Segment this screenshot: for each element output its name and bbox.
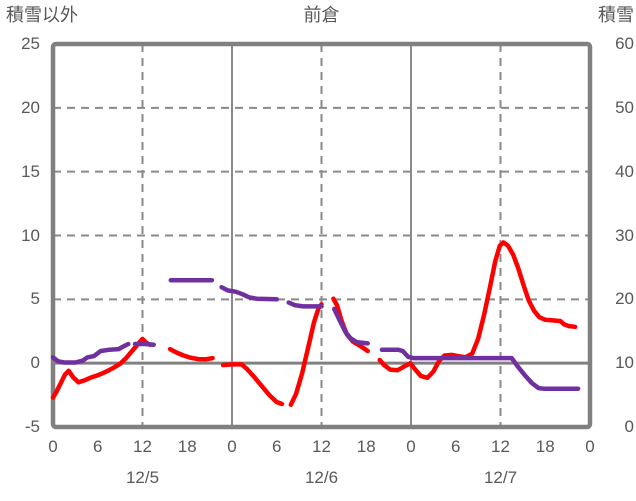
x-axis-tick-label: 6 xyxy=(93,437,103,456)
right-axis-tick-label: 30 xyxy=(615,225,634,245)
snow-depth-purple-line xyxy=(132,341,156,347)
right-axis-tick-label: 20 xyxy=(615,289,634,309)
x-axis-tick-label: 12 xyxy=(312,437,331,456)
right-axis-tick-label: 50 xyxy=(615,97,634,117)
x-axis-date-label: 12/7 xyxy=(483,468,518,487)
x-axis-tick-label: 18 xyxy=(356,437,376,456)
x-axis-tick-label: 0 xyxy=(48,437,58,456)
left-axis-tick-label: 10 xyxy=(21,225,40,245)
right-axis-tick-label: 60 xyxy=(615,34,634,53)
snow-depth-purple-line xyxy=(286,300,324,309)
x-axis-tick-label: 6 xyxy=(272,437,282,456)
x-axis-tick-label: 6 xyxy=(451,437,461,456)
other-than-snow-red-line xyxy=(50,336,153,400)
x-axis-tick-label: 0 xyxy=(585,437,595,456)
x-axis-tick-label: 0 xyxy=(227,437,237,456)
left-axis-tick-label: 25 xyxy=(21,34,40,53)
right-axis-title: 積雪 xyxy=(598,5,634,25)
snow-depth-purple-line xyxy=(50,341,131,365)
left-axis-tick-label: -5 xyxy=(24,417,40,436)
x-axis-tick-label: 0 xyxy=(406,437,416,456)
left-axis-title: 積雪以外 xyxy=(6,5,78,25)
other-than-snow-red-line xyxy=(167,346,215,362)
x-axis-tick-label: 12 xyxy=(133,437,152,456)
plot-border xyxy=(50,41,593,430)
left-axis-tick-label: 15 xyxy=(21,161,40,181)
x-axis-date-label: 12/6 xyxy=(304,468,339,487)
snow-depth-purple-line xyxy=(219,284,280,302)
other-than-snow-red-line xyxy=(220,362,285,407)
chart-title: 前倉 xyxy=(303,5,340,25)
other-than-snow-red-line xyxy=(288,302,324,407)
x-axis-tick-label: 18 xyxy=(177,437,197,456)
right-axis-tick-label: 0 xyxy=(624,417,634,436)
left-axis-tick-label: 0 xyxy=(30,353,40,373)
left-axis-tick-label: 5 xyxy=(30,289,40,309)
x-axis-tick-label: 18 xyxy=(535,437,555,456)
right-axis-tick-label: 10 xyxy=(615,353,634,373)
x-axis-date-label: 12/5 xyxy=(125,468,160,487)
other-than-snow-red-line xyxy=(377,240,578,381)
snow-depth-purple-line xyxy=(379,347,581,391)
x-axis-tick-label: 12 xyxy=(491,437,510,456)
snow-depth-purple-line xyxy=(331,306,370,346)
left-axis-tick-label: 20 xyxy=(21,97,40,117)
right-axis-tick-label: 40 xyxy=(615,161,634,181)
